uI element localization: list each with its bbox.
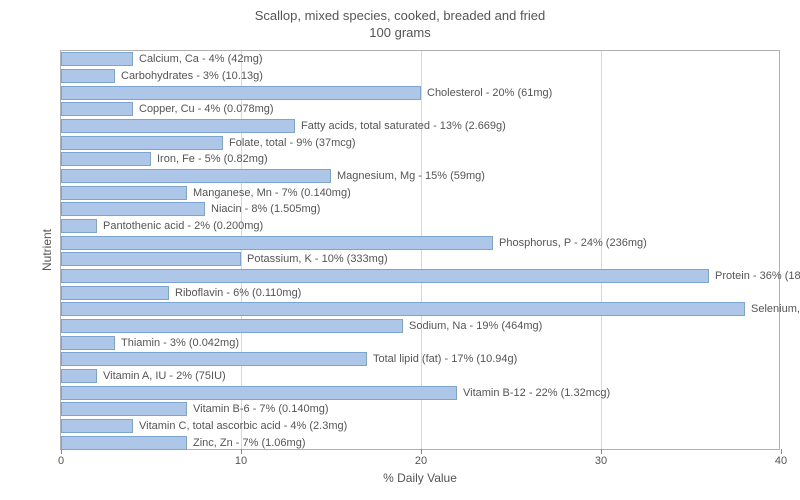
bar — [61, 69, 115, 83]
bar — [61, 52, 133, 66]
bar-label: Vitamin C, total ascorbic acid - 4% (2.3… — [139, 419, 347, 433]
bar — [61, 119, 295, 133]
bar — [61, 402, 187, 416]
x-tick-label: 30 — [595, 455, 607, 467]
x-tick-label: 40 — [775, 455, 787, 467]
bar — [61, 269, 709, 283]
bar — [61, 136, 223, 150]
bar-label: Zinc, Zn - 7% (1.06mg) — [193, 436, 305, 450]
bar-label: Carbohydrates - 3% (10.13g) — [121, 69, 263, 83]
bar-label: Manganese, Mn - 7% (0.140mg) — [193, 186, 351, 200]
x-axis-label: % Daily Value — [383, 471, 457, 485]
plot-area: Nutrient % Daily Value 010203040Calcium,… — [60, 50, 780, 450]
bar-label: Thiamin - 3% (0.042mg) — [121, 336, 239, 350]
x-tick — [241, 449, 242, 454]
bar-label: Sodium, Na - 19% (464mg) — [409, 319, 542, 333]
x-tick-label: 20 — [415, 455, 427, 467]
bar-label: Riboflavin - 6% (0.110mg) — [175, 286, 301, 300]
x-tick — [781, 449, 782, 454]
bar-label: Pantothenic acid - 2% (0.200mg) — [103, 219, 263, 233]
bar — [61, 352, 367, 366]
bar-label: Vitamin B-6 - 7% (0.140mg) — [193, 402, 329, 416]
bar-label: Phosphorus, P - 24% (236mg) — [499, 236, 647, 250]
bar — [61, 419, 133, 433]
x-tick — [421, 449, 422, 454]
x-tick-label: 10 — [235, 455, 247, 467]
bar-label: Niacin - 8% (1.505mg) — [211, 202, 320, 216]
bar — [61, 169, 331, 183]
bar — [61, 369, 97, 383]
bar-label: Magnesium, Mg - 15% (59mg) — [337, 169, 485, 183]
bar-label: Selenium, Se - 38% (26.9mcg) — [751, 302, 800, 316]
bar-label: Total lipid (fat) - 17% (10.94g) — [373, 352, 517, 366]
bar — [61, 152, 151, 166]
bar-label: Iron, Fe - 5% (0.82mg) — [157, 152, 268, 166]
bar — [61, 252, 241, 266]
bar — [61, 286, 169, 300]
bar-label: Potassium, K - 10% (333mg) — [247, 252, 388, 266]
x-tick-label: 0 — [58, 455, 64, 467]
nutrient-chart: Scallop, mixed species, cooked, breaded … — [0, 0, 800, 500]
bar — [61, 436, 187, 450]
bar-label: Folate, total - 9% (37mcg) — [229, 136, 356, 150]
bar-label: Calcium, Ca - 4% (42mg) — [139, 52, 262, 66]
x-tick — [601, 449, 602, 454]
bar — [61, 219, 97, 233]
bar — [61, 186, 187, 200]
bar-label: Vitamin A, IU - 2% (75IU) — [103, 369, 226, 383]
bar-label: Cholesterol - 20% (61mg) — [427, 86, 552, 100]
bar — [61, 202, 205, 216]
bar-label: Copper, Cu - 4% (0.078mg) — [139, 102, 274, 116]
bar — [61, 236, 493, 250]
bar-label: Protein - 36% (18.07g) — [715, 269, 800, 283]
bar — [61, 336, 115, 350]
bar — [61, 386, 457, 400]
y-axis-label: Nutrient — [40, 229, 54, 271]
chart-title-line1: Scallop, mixed species, cooked, breaded … — [0, 8, 800, 25]
bar — [61, 319, 403, 333]
bar — [61, 302, 745, 316]
chart-title: Scallop, mixed species, cooked, breaded … — [0, 0, 800, 42]
chart-title-line2: 100 grams — [0, 25, 800, 42]
x-tick — [61, 449, 62, 454]
bar-label: Fatty acids, total saturated - 13% (2.66… — [301, 119, 506, 133]
bar-label: Vitamin B-12 - 22% (1.32mcg) — [463, 386, 610, 400]
bar — [61, 102, 133, 116]
bar — [61, 86, 421, 100]
